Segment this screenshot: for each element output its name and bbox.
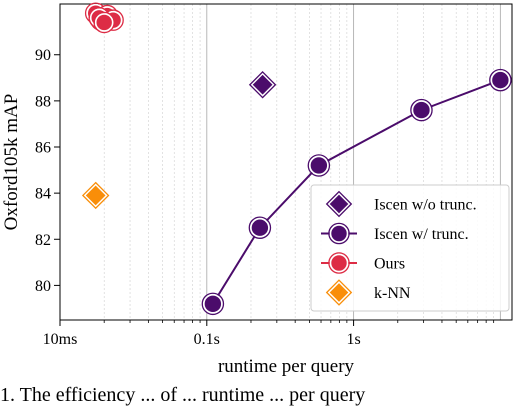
- data-point: [309, 155, 329, 176]
- legend-marker: [327, 192, 351, 216]
- legend-marker-outline: [325, 279, 353, 306]
- data-point: [203, 294, 223, 314]
- data-point-outline: [410, 98, 433, 122]
- legend-marker: [327, 280, 351, 305]
- data-point-outline: [201, 292, 225, 316]
- data-point-outline: [248, 71, 277, 99]
- data-point: [411, 100, 432, 120]
- data-point-outline: [93, 11, 115, 34]
- y-axis-label: Oxford105k mAP: [1, 94, 22, 231]
- y-tick-label: 84: [35, 186, 51, 203]
- x-tick-label: 10ms: [43, 331, 78, 348]
- data-point: [94, 13, 114, 32]
- legend-marker: [329, 253, 349, 273]
- x-tick-label: 1s: [346, 331, 360, 348]
- data-point: [83, 183, 108, 208]
- y-tick-label: 82: [35, 232, 51, 249]
- data-point: [490, 70, 511, 90]
- data-point-outline: [307, 154, 331, 177]
- series-1: [201, 68, 512, 316]
- plot-frame: [59, 3, 513, 321]
- y-tick-label: 90: [35, 47, 51, 64]
- legend-marker-outline: [328, 252, 350, 274]
- figure-caption: 1. The efficiency ... of ... runtime ...…: [0, 384, 366, 406]
- legend-marker-outline: [325, 190, 353, 218]
- series: [81, 2, 512, 316]
- legend-marker-outline: [328, 222, 350, 245]
- series-2: [84, 2, 124, 34]
- legend: Iscen w/o trunc. Iscen w/ trunc. Ours k-NN: [310, 184, 510, 312]
- data-point-outline: [81, 181, 110, 210]
- x-tick-label: 0.1s: [194, 331, 220, 348]
- y-tick-label: 88: [35, 93, 51, 110]
- legend-label: Iscen w/o trunc.: [374, 197, 477, 214]
- y-tick-label: 80: [35, 278, 51, 295]
- y-tick-label: 86: [35, 140, 51, 157]
- legend-box: [310, 184, 510, 312]
- data-point: [250, 217, 270, 238]
- legend-label: Ours: [374, 256, 405, 273]
- x-axis-label: runtime per query: [218, 356, 355, 377]
- legend-label: k-NN: [374, 285, 411, 302]
- data-point-outline: [489, 68, 512, 92]
- data-point-outline: [248, 216, 272, 239]
- series-3: [81, 181, 110, 210]
- series-0: [248, 71, 277, 99]
- data-point: [250, 72, 275, 97]
- legend-marker: [329, 224, 349, 243]
- legend-label: Iscen w/ trunc.: [374, 226, 469, 243]
- axes: 10ms 0.1s 1s 80 82 84 86 88 90: [35, 47, 495, 348]
